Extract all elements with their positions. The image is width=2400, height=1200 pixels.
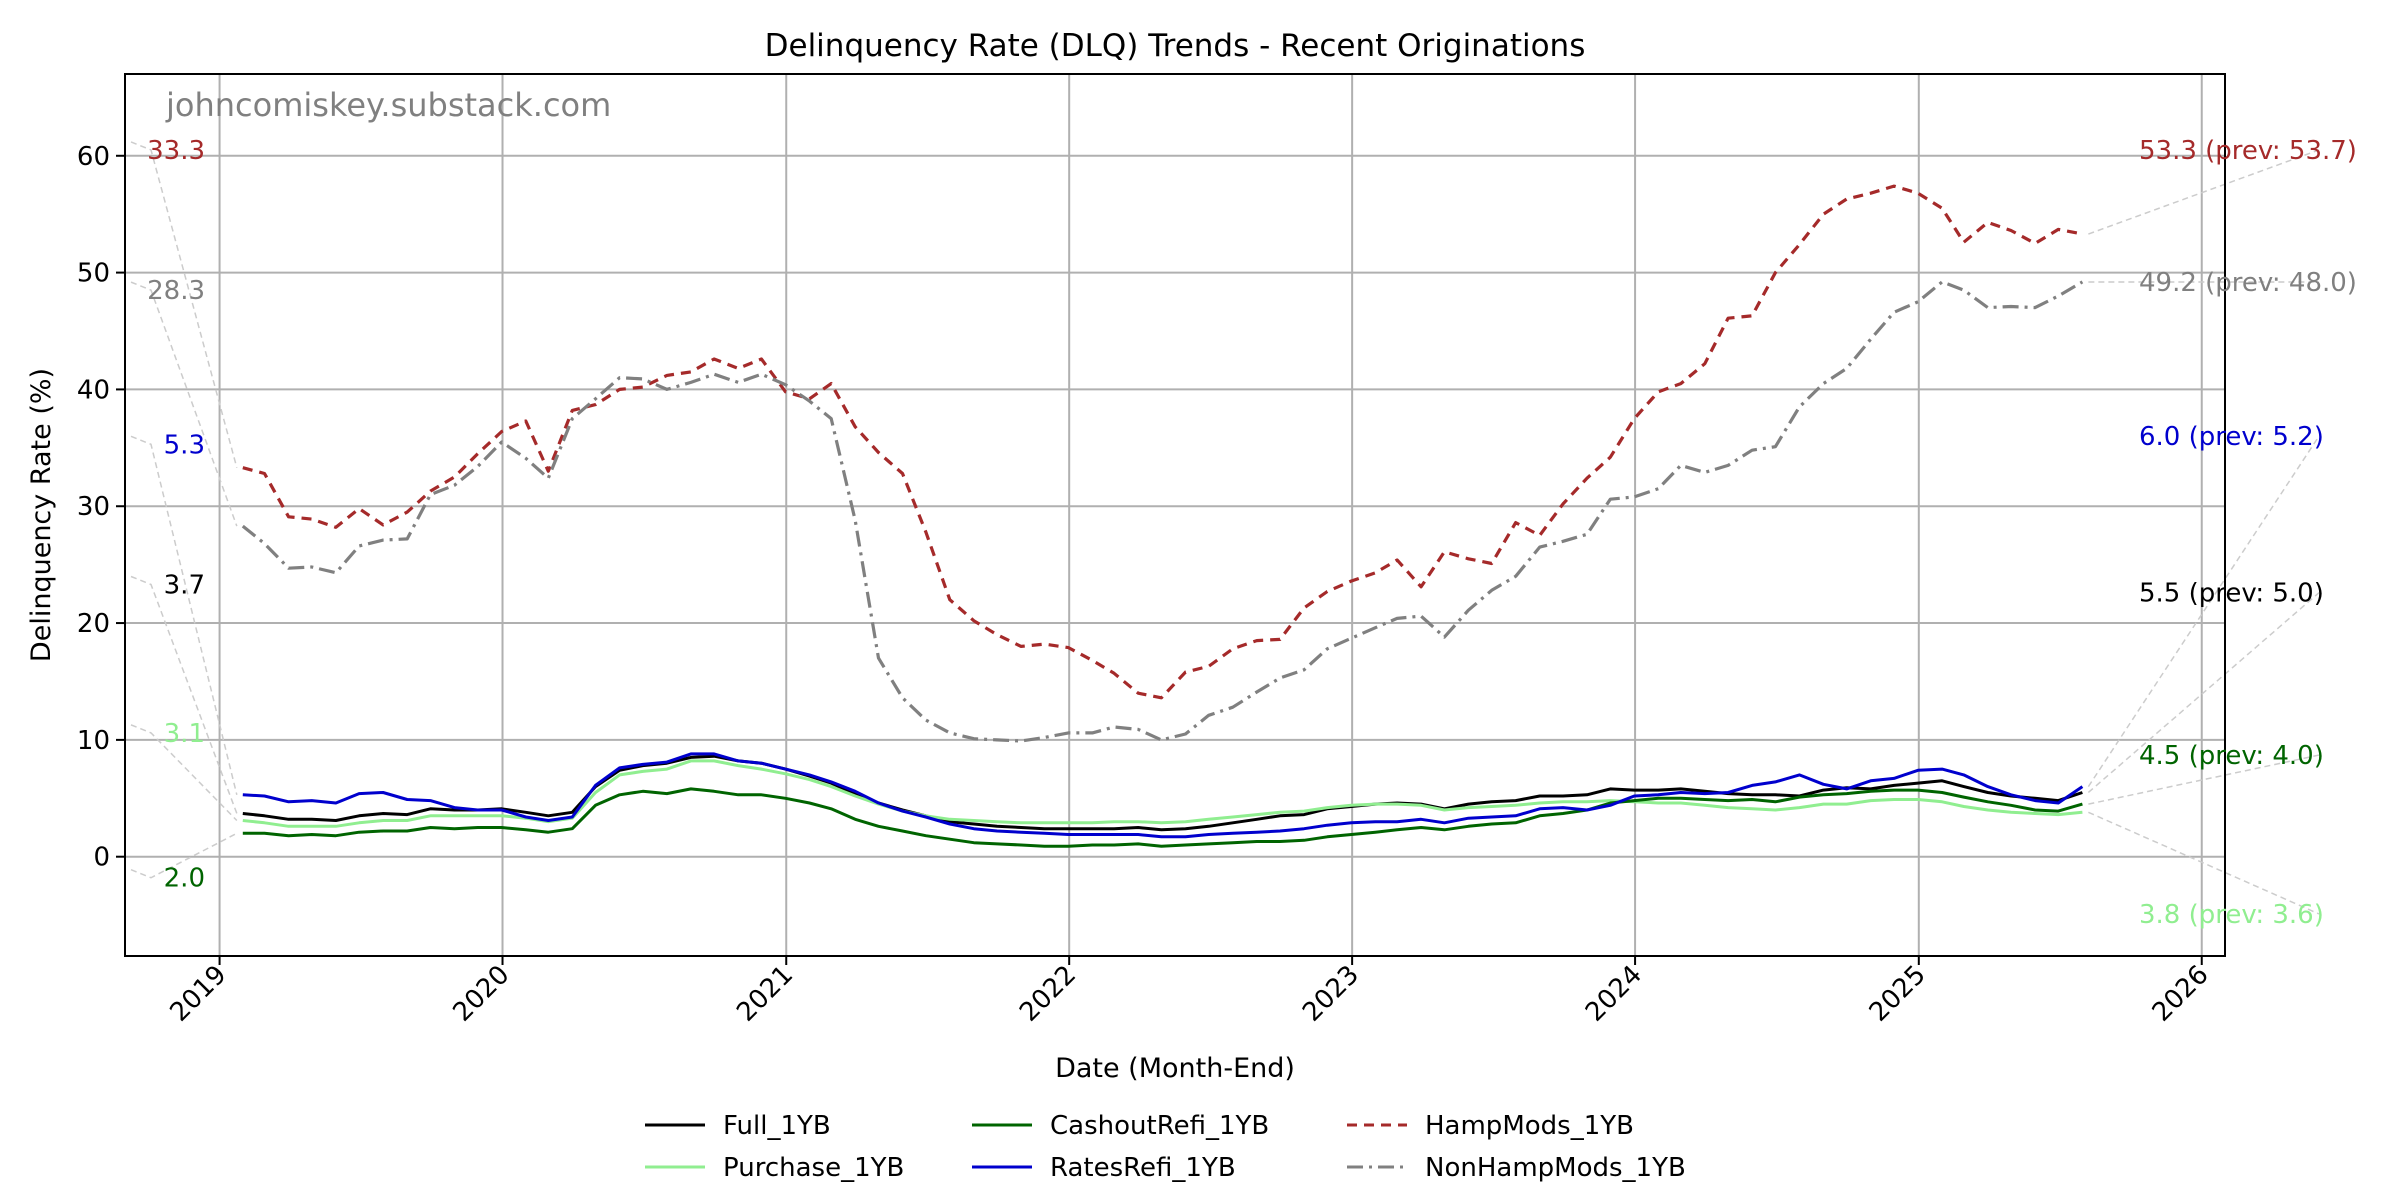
start-value-label: 28.3 bbox=[147, 276, 205, 306]
start-value-label: 3.1 bbox=[164, 719, 205, 749]
end-leader-line bbox=[2088, 149, 2320, 235]
series-end-labels: 3.7 5.5 (prev: 5.0) 3.1 3.8 (prev: 3.6) 2.0 4… bbox=[147, 136, 2357, 930]
watermark: johncomiskey.substack.com bbox=[165, 86, 611, 124]
series-line-Full_1YB bbox=[242, 754, 2083, 832]
end-value-label: 4.5 (prev: 4.0) bbox=[2139, 741, 2324, 771]
end-value-label: 49.2 (prev: 48.0) bbox=[2139, 268, 2357, 298]
start-value-label: 2.0 bbox=[164, 864, 205, 894]
y-axis-label: Delinquency Rate (%) bbox=[26, 368, 57, 662]
end-value-label: 5.5 (prev: 5.0) bbox=[2139, 579, 2324, 609]
legend-label: Full_1YB bbox=[723, 1111, 831, 1141]
plot-frame bbox=[124, 73, 2226, 957]
y-tick-label: 60 bbox=[77, 142, 110, 172]
legend-label: CashoutRefi_1YB bbox=[1050, 1111, 1269, 1141]
label-leader-lines bbox=[130, 141, 2320, 915]
end-value-label: 3.8 (prev: 3.6) bbox=[2139, 900, 2324, 930]
start-leader-line bbox=[130, 281, 238, 527]
series-line-NonHampMods_1YB bbox=[241, 280, 2084, 743]
series-line-RatesRefi_1YB bbox=[242, 752, 2084, 839]
start-leader-line bbox=[130, 832, 238, 879]
legend-label: RatesRefi_1YB bbox=[1050, 1153, 1236, 1183]
y-tick-label: 40 bbox=[77, 375, 110, 405]
start-value-label: 3.7 bbox=[164, 571, 205, 601]
y-tick-label: 0 bbox=[93, 843, 110, 873]
end-leader-line bbox=[2088, 811, 2320, 915]
series-line-HampMods_1YB bbox=[242, 184, 2083, 700]
end-leader-line bbox=[2087, 592, 2320, 794]
series-lines bbox=[241, 184, 2084, 848]
end-value-label: 53.3 (prev: 53.7) bbox=[2139, 136, 2357, 166]
x-axis-label: Date (Month-End) bbox=[1055, 1053, 1295, 1084]
chart-title: Delinquency Rate (DLQ) Trends - Recent O… bbox=[765, 28, 1586, 64]
y-tick-label: 30 bbox=[77, 492, 110, 522]
start-leader-line bbox=[130, 435, 238, 795]
start-leader-line bbox=[130, 575, 238, 814]
start-value-label: 33.3 bbox=[147, 136, 205, 166]
y-tick-label: 50 bbox=[77, 259, 110, 289]
legend-label: Purchase_1YB bbox=[723, 1153, 904, 1183]
series-line-CashoutRefi_1YB bbox=[242, 787, 2083, 848]
end-value-label: 6.0 (prev: 5.2) bbox=[2139, 422, 2324, 452]
legend: Full_1YB Purchase_1YB CashoutRefi_1YB Rates… bbox=[645, 1111, 1686, 1183]
y-tick-label: 20 bbox=[77, 609, 110, 639]
start-leader-line bbox=[130, 724, 238, 822]
y-axis: 0 10 20 30 40 50 60 bbox=[77, 142, 125, 873]
start-leader-line bbox=[130, 141, 238, 468]
gridlines bbox=[125, 74, 2225, 956]
legend-label: NonHampMods_1YB bbox=[1425, 1153, 1686, 1183]
start-value-label: 5.3 bbox=[164, 430, 205, 460]
legend-label: HampMods_1YB bbox=[1425, 1111, 1634, 1141]
y-tick-label: 10 bbox=[77, 726, 110, 756]
